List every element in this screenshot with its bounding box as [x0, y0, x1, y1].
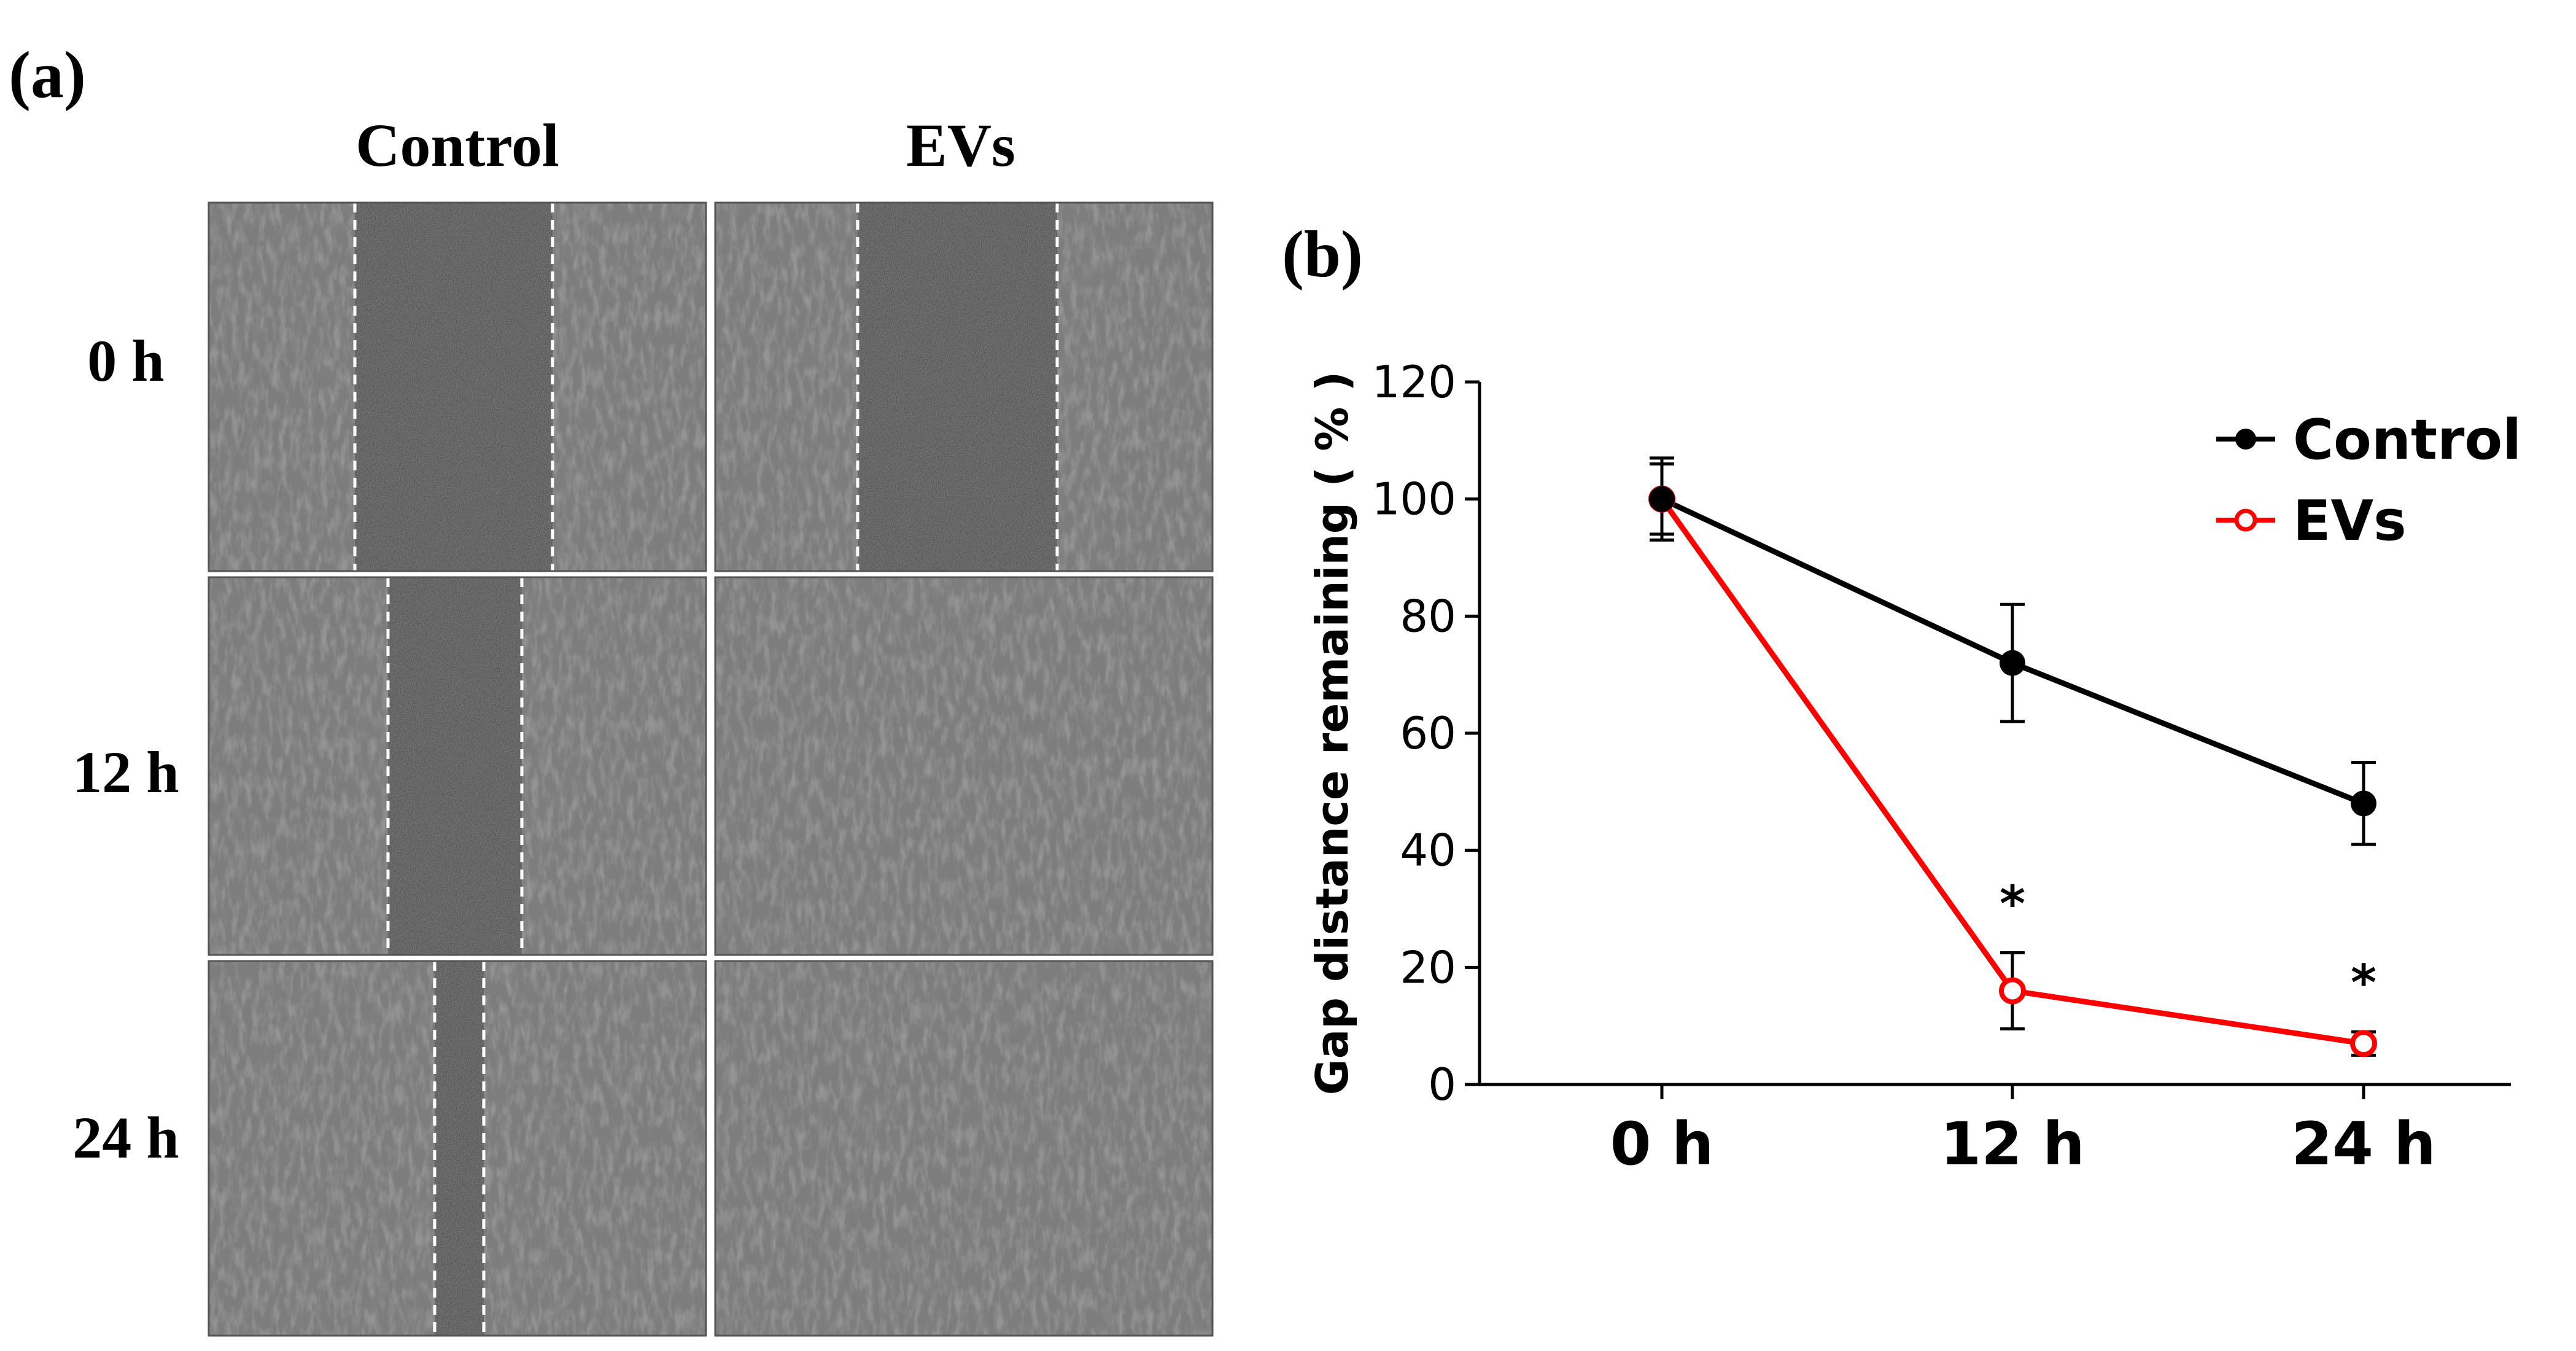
x-tick-label: 0 h [1610, 1110, 1714, 1178]
data-point-control [2351, 790, 2376, 817]
data-point-control [2000, 650, 2025, 676]
legend-label-control: Control [2293, 408, 2521, 472]
legend-marker-evs [2234, 508, 2257, 532]
x-tick-label: 12 h [1940, 1110, 2084, 1178]
column-header-evs: EVs [906, 111, 1015, 179]
x-axis: 0 h 12 h 24 h [1480, 1083, 2511, 1178]
micrograph-evs-12h [714, 576, 1214, 956]
y-tick-label: 20 [1400, 941, 1456, 993]
significance-star: * [2351, 954, 2376, 1011]
data-point-control [1649, 486, 1675, 512]
data-points [1648, 485, 2377, 1057]
row-label-24h: 24 h [72, 1105, 179, 1170]
significance-annotations: ** [2000, 876, 2376, 1012]
gap-distance-chart: 0 20 40 60 80 100 120 0 h 12 h 24 h Gap distance… [1306, 356, 2521, 1178]
micrograph-evs-0h [714, 201, 1214, 572]
micrograph-evs-24h [714, 960, 1214, 1337]
panel-a: (a) Control EVs 0 h 12 h 24 h [9, 39, 1015, 1170]
significance-star: * [2000, 876, 2025, 933]
column-header-control: Control [355, 111, 559, 179]
error-bars [1650, 456, 2376, 1057]
y-axis: 0 20 40 60 80 100 120 [1372, 356, 1481, 1110]
row-label-12h: 12 h [72, 739, 179, 805]
x-tick-label: 24 h [2291, 1110, 2435, 1178]
micrograph-control-12h [208, 576, 707, 956]
micrograph-grid [208, 201, 1214, 1337]
y-tick-label: 0 [1428, 1059, 1456, 1110]
y-tick-label: 100 [1372, 473, 1456, 525]
panel-b-label: (b) [1282, 218, 1363, 291]
data-point-evs [1999, 977, 2026, 1005]
row-label-0h: 0 h [87, 328, 164, 394]
y-tick-label: 80 [1400, 590, 1456, 642]
y-tick-label: 40 [1400, 825, 1456, 876]
legend-marker-control [2235, 429, 2256, 450]
micrograph-control-0h [208, 201, 707, 572]
y-axis-label: Gap distance remaining ( % ) [1306, 372, 1358, 1096]
data-point-evs [2350, 1030, 2377, 1057]
legend-label-evs: EVs [2293, 489, 2407, 553]
legend: Control EVs [2216, 408, 2521, 553]
y-tick-label: 60 [1400, 707, 1456, 759]
y-tick-label: 120 [1372, 356, 1456, 408]
micrograph-control-24h [208, 960, 707, 1337]
panel-a-label: (a) [9, 39, 86, 112]
